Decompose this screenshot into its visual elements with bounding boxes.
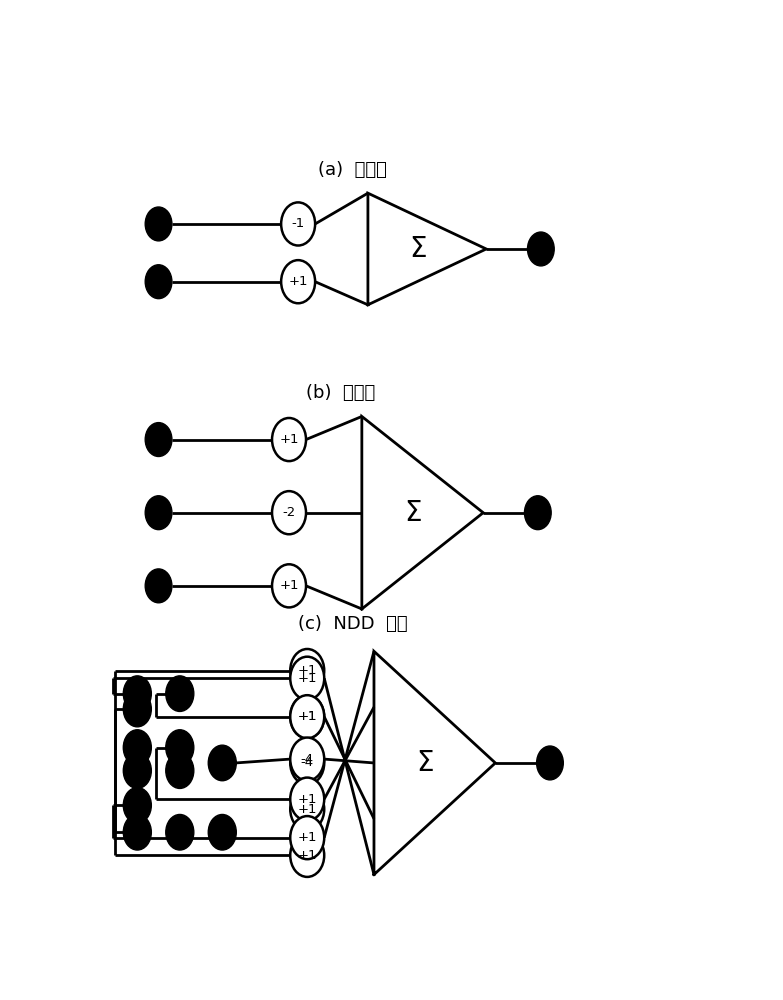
Text: $\Sigma$: $\Sigma$: [409, 235, 427, 263]
Circle shape: [166, 753, 194, 788]
Circle shape: [123, 691, 151, 727]
Text: $\Sigma$: $\Sigma$: [404, 499, 422, 527]
Circle shape: [145, 207, 172, 241]
Circle shape: [145, 496, 172, 530]
Circle shape: [536, 746, 563, 780]
Circle shape: [166, 814, 194, 850]
Text: $\Sigma$: $\Sigma$: [416, 749, 434, 777]
Circle shape: [123, 730, 151, 765]
Text: +1: +1: [298, 831, 317, 844]
Circle shape: [166, 730, 194, 765]
Text: -4: -4: [301, 753, 314, 766]
Text: +1: +1: [298, 710, 317, 723]
Circle shape: [290, 778, 324, 821]
Circle shape: [145, 423, 172, 456]
Text: -1: -1: [291, 217, 305, 230]
Text: +1: +1: [298, 710, 317, 723]
Circle shape: [290, 738, 324, 781]
Circle shape: [123, 753, 151, 788]
Circle shape: [272, 491, 306, 534]
Circle shape: [290, 649, 324, 692]
Circle shape: [290, 695, 324, 738]
Text: (c)  NDD  差分: (c) NDD 差分: [298, 615, 408, 633]
Text: +1: +1: [280, 579, 299, 592]
Circle shape: [145, 569, 172, 603]
Circle shape: [123, 676, 151, 711]
Text: +1: +1: [298, 803, 317, 816]
Circle shape: [123, 814, 151, 850]
Text: (b)  双差分: (b) 双差分: [306, 384, 375, 402]
Circle shape: [272, 418, 306, 461]
Circle shape: [290, 695, 324, 738]
Circle shape: [290, 834, 324, 877]
Circle shape: [208, 814, 236, 850]
Circle shape: [272, 564, 306, 607]
Circle shape: [290, 816, 324, 859]
Text: +1: +1: [298, 672, 317, 685]
Circle shape: [290, 657, 324, 700]
Text: +1: +1: [288, 275, 308, 288]
Circle shape: [290, 741, 324, 785]
Circle shape: [208, 745, 236, 781]
Circle shape: [145, 265, 172, 299]
Circle shape: [166, 676, 194, 711]
Text: -2: -2: [283, 506, 296, 519]
Text: -4: -4: [301, 756, 314, 769]
Text: +1: +1: [298, 849, 317, 862]
Text: +1: +1: [298, 664, 317, 677]
Circle shape: [290, 788, 324, 831]
Text: +1: +1: [280, 433, 299, 446]
Text: +1: +1: [298, 793, 317, 806]
Circle shape: [525, 496, 551, 530]
Circle shape: [123, 788, 151, 823]
Circle shape: [528, 232, 554, 266]
Circle shape: [281, 202, 315, 246]
Text: (a)  单差分: (a) 单差分: [319, 161, 387, 179]
Circle shape: [281, 260, 315, 303]
